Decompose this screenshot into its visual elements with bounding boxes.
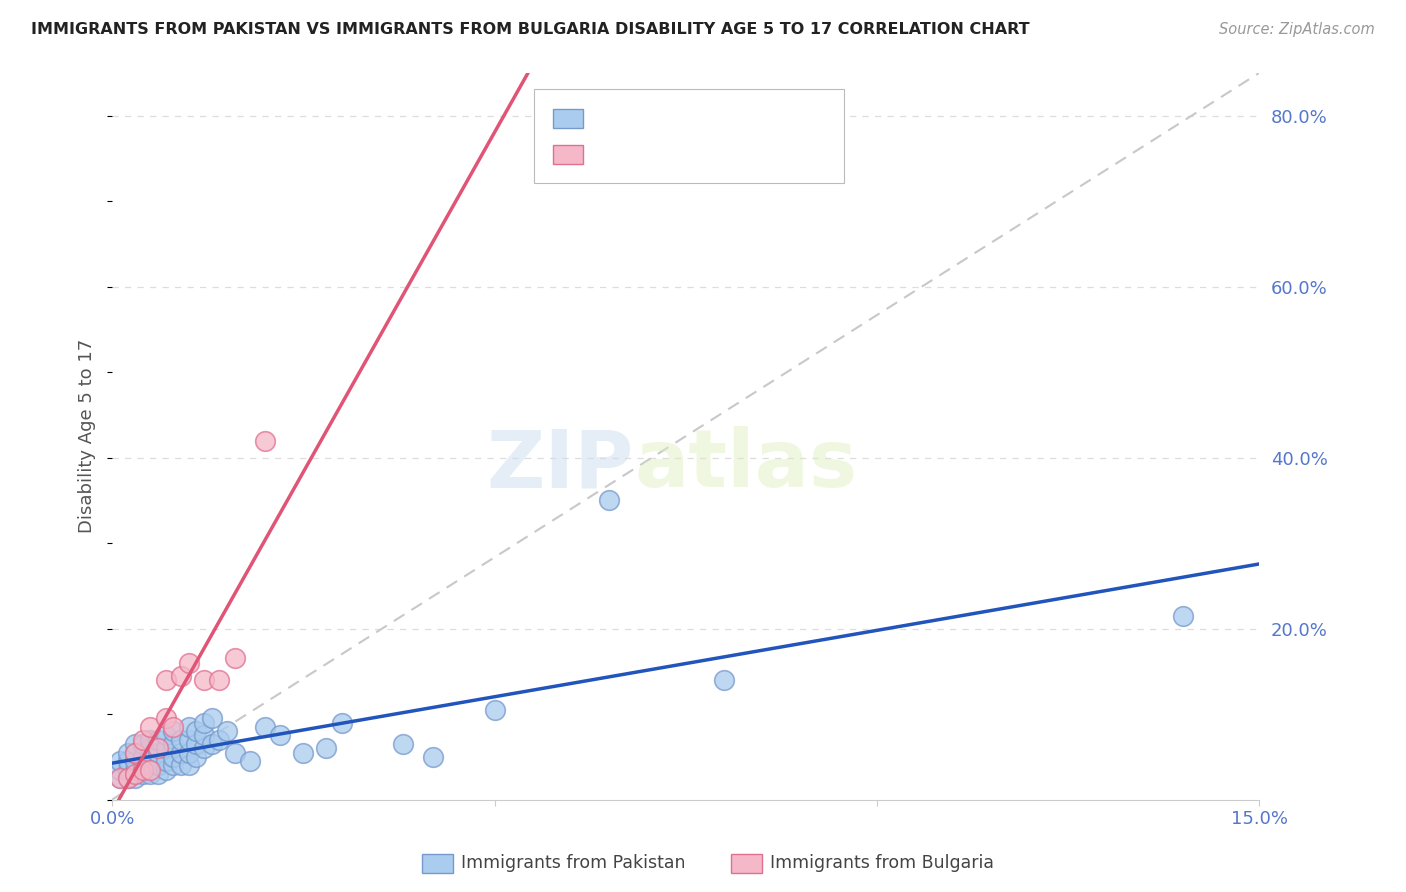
Point	[315, 741, 337, 756]
Point	[117, 771, 139, 785]
Point	[132, 737, 155, 751]
Point	[124, 754, 146, 768]
Point	[239, 754, 262, 768]
Point	[254, 720, 277, 734]
Y-axis label: Disability Age 5 to 17: Disability Age 5 to 17	[79, 339, 96, 533]
Point	[269, 728, 291, 742]
Point	[484, 703, 506, 717]
Point	[146, 732, 169, 747]
Text: Immigrants from Pakistan: Immigrants from Pakistan	[461, 855, 686, 872]
Point	[146, 746, 169, 760]
Point	[713, 673, 735, 687]
Point	[139, 732, 162, 747]
Point	[193, 673, 215, 687]
Point	[146, 741, 169, 756]
Point	[224, 651, 246, 665]
Point	[1171, 608, 1194, 623]
Point	[162, 724, 184, 739]
Point	[139, 758, 162, 772]
Point	[224, 746, 246, 760]
Point	[422, 749, 444, 764]
Text: R = 0.777   N = 18: R = 0.777 N = 18	[595, 145, 773, 164]
Point	[155, 711, 177, 725]
Point	[108, 771, 131, 785]
Point	[132, 749, 155, 764]
Point	[124, 771, 146, 785]
Point	[193, 728, 215, 742]
Point	[177, 746, 200, 760]
Point	[177, 732, 200, 747]
Point	[177, 656, 200, 670]
Text: IMMIGRANTS FROM PAKISTAN VS IMMIGRANTS FROM BULGARIA DISABILITY AGE 5 TO 17 CORR: IMMIGRANTS FROM PAKISTAN VS IMMIGRANTS F…	[31, 22, 1029, 37]
Point	[132, 758, 155, 772]
Point	[146, 767, 169, 781]
Point	[139, 767, 162, 781]
Text: R = 0.437   N = 63: R = 0.437 N = 63	[595, 109, 773, 128]
Point	[139, 749, 162, 764]
Text: ZIP: ZIP	[486, 426, 634, 504]
Point	[124, 767, 146, 781]
Point	[193, 715, 215, 730]
Point	[155, 728, 177, 742]
Point	[170, 732, 193, 747]
Point	[132, 767, 155, 781]
Point	[108, 771, 131, 785]
Point	[124, 746, 146, 760]
Point	[598, 493, 620, 508]
Point	[108, 754, 131, 768]
Point	[254, 434, 277, 448]
Point	[193, 741, 215, 756]
Point	[170, 746, 193, 760]
Point	[155, 741, 177, 756]
Point	[108, 763, 131, 777]
Text: Immigrants from Bulgaria: Immigrants from Bulgaria	[770, 855, 994, 872]
Point	[186, 737, 208, 751]
Point	[124, 737, 146, 751]
Point	[162, 737, 184, 751]
Point	[391, 737, 413, 751]
Point	[162, 749, 184, 764]
Point	[186, 724, 208, 739]
Point	[124, 763, 146, 777]
Point	[132, 763, 155, 777]
Text: Source: ZipAtlas.com: Source: ZipAtlas.com	[1219, 22, 1375, 37]
Point	[117, 771, 139, 785]
Point	[146, 758, 169, 772]
Point	[201, 737, 224, 751]
Point	[124, 746, 146, 760]
Point	[208, 732, 231, 747]
Point	[155, 673, 177, 687]
Point	[186, 749, 208, 764]
Point	[139, 720, 162, 734]
Point	[162, 720, 184, 734]
Point	[117, 763, 139, 777]
Point	[170, 668, 193, 682]
Point	[139, 763, 162, 777]
Point	[201, 711, 224, 725]
Point	[139, 741, 162, 756]
Point	[155, 763, 177, 777]
Point	[215, 724, 238, 739]
Point	[292, 746, 315, 760]
Point	[117, 754, 139, 768]
Point	[117, 746, 139, 760]
Point	[170, 758, 193, 772]
Point	[155, 754, 177, 768]
Point	[162, 758, 184, 772]
Point	[330, 715, 353, 730]
Text: atlas: atlas	[634, 426, 858, 504]
Point	[208, 673, 231, 687]
Point	[177, 720, 200, 734]
Point	[132, 732, 155, 747]
Point	[177, 758, 200, 772]
